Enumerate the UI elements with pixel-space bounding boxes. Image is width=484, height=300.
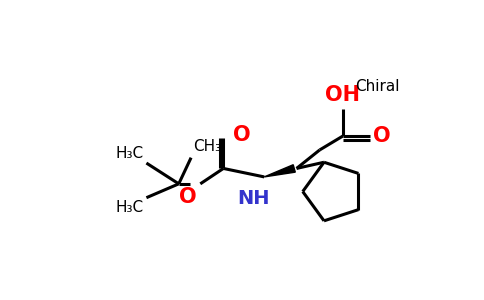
Text: NH: NH <box>237 189 270 208</box>
Text: O: O <box>233 124 250 145</box>
Text: H₃C: H₃C <box>115 146 143 161</box>
Text: O: O <box>373 126 391 146</box>
Text: H₃C: H₃C <box>115 200 143 215</box>
Text: Chiral: Chiral <box>355 79 400 94</box>
Text: O: O <box>179 187 197 207</box>
Polygon shape <box>264 165 295 177</box>
Text: CH₃: CH₃ <box>194 139 222 154</box>
Text: OH: OH <box>325 85 360 105</box>
